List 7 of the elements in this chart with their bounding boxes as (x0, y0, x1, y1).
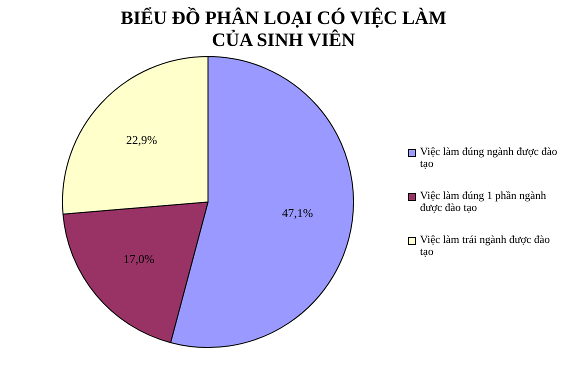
legend-label: Việc làm đúng ngành được đào tạo (420, 146, 558, 170)
data-label: 47,1% (282, 206, 313, 220)
legend-label: Việc làm đúng 1 phần ngành được đào tạo (420, 190, 548, 214)
data-label: 17,0% (123, 252, 154, 266)
legend-label: Việc làm trái ngành được đào tạo (420, 234, 551, 258)
data-label: 22,9% (126, 133, 158, 148)
chart-title: BIỂU ĐỒ PHÂN LOẠI CÓ VIỆC LÀM CỦA SINH VIÊN (120, 8, 448, 52)
